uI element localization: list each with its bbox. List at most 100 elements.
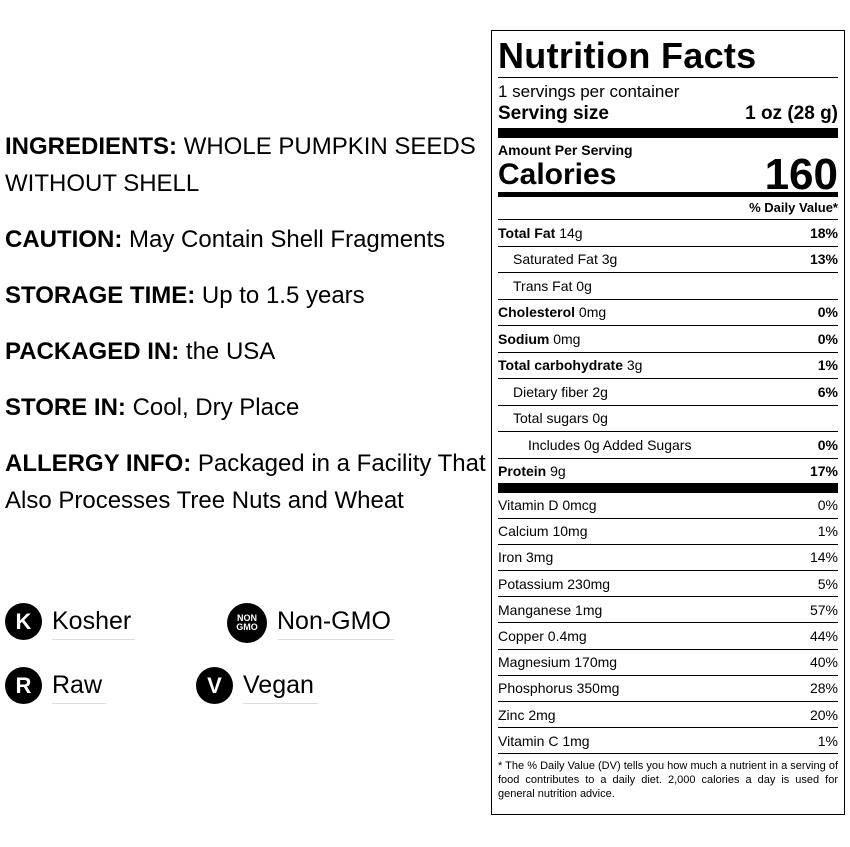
calories: Calories 160 <box>498 150 838 199</box>
info-label: INGREDIENTS: <box>5 133 178 160</box>
nutrient-name: Dietary fiber <box>513 383 589 400</box>
nutrient-row: Total carbohydrate 3g 1% <box>498 353 838 379</box>
nutrient-amount: 0mg <box>553 330 581 347</box>
vitamin-dv: 20% <box>809 706 838 723</box>
badge-label: Vegan <box>243 667 318 704</box>
vitamin-name: Magnesium 170mg <box>498 654 618 671</box>
info-label: CAUTION: <box>5 226 123 253</box>
nutrient-amount: 3g <box>626 357 643 374</box>
badge-icon: R <box>5 667 42 704</box>
nutrient-amount: 0mg <box>578 304 607 321</box>
badge-row: K Kosher NON GMO Non-GMO <box>5 603 441 667</box>
badge-icon: K <box>5 603 42 640</box>
nutrient-dv: 0% <box>817 436 838 453</box>
nutrient: Dietary fiber 2g <box>498 384 608 400</box>
vitamin-name: Potassium 230mg <box>498 575 611 592</box>
info-block: INGREDIENTS: WHOLE PUMPKIN SEEDS WITHOUT… <box>5 128 490 202</box>
nutrient-dv: 1% <box>817 357 838 374</box>
nutrient-name: Total Fat <box>498 224 556 241</box>
info-block: ALLERGY INFO: Packaged in a Facility Tha… <box>5 445 490 519</box>
badge-icon: NON GMO <box>227 603 267 643</box>
badge: R Raw <box>5 667 150 731</box>
vitamin-row: Iron 3mg 14% <box>498 545 838 572</box>
vitamin-row: Phosphorus 350mg 28% <box>498 676 838 702</box>
vitamin-dv: 0% <box>817 497 838 514</box>
calories-value: 160 <box>764 150 838 199</box>
vitamin-name: Vitamin D 0mcg <box>498 497 597 514</box>
nutrient-dv: 6% <box>817 383 838 400</box>
nutrient-dv: 0% <box>817 304 838 321</box>
serving-size-label: Serving size <box>498 103 609 124</box>
nutrient-amount: 14g <box>559 224 583 241</box>
nutrient-row: Saturated Fat 3g 13% <box>498 247 838 273</box>
servings: 1 servings per container <box>498 82 680 101</box>
nutrient-name: Total carbohydrate <box>498 357 623 374</box>
nutrient-name: Total sugars <box>513 410 589 427</box>
info-label: STORE IN: <box>5 394 126 421</box>
vitamin-row: Potassium 230mg 5% <box>498 571 838 598</box>
info-block: PACKAGED IN: the USA <box>5 333 490 370</box>
vitamin-dv: 14% <box>809 549 838 566</box>
nutrient-amount: 3g <box>601 251 618 268</box>
nutrient: Total carbohydrate 3g <box>498 357 642 373</box>
info-label: ALLERGY INFO: <box>5 450 192 477</box>
info-block: STORAGE TIME: Up to 1.5 years <box>5 277 490 314</box>
info-text: Cool, Dry Place <box>132 394 300 421</box>
vitamin-row: Copper 0.4mg 44% <box>498 623 838 650</box>
nutrient-name: Sodium <box>498 330 550 347</box>
vitamin-row: Manganese 1mg 57% <box>498 597 838 624</box>
nutrient-row: Cholesterol 0mg 0% <box>498 300 838 326</box>
vitamin-dv: 44% <box>809 628 838 645</box>
vitamin-name: Manganese 1mg <box>498 601 603 618</box>
badge-icon: V <box>196 667 233 704</box>
badge-label: Kosher <box>52 603 136 640</box>
badge: V Vegan <box>196 667 318 731</box>
info-text: the USA <box>185 338 276 365</box>
info-text: Up to 1.5 years <box>201 282 365 309</box>
nutrient-row: Sodium 0mg 0% <box>498 326 838 353</box>
badges: K Kosher NON GMO Non-GMO R Raw V Vegan <box>5 603 441 731</box>
vitamin-dv: 40% <box>809 654 838 671</box>
nutrient-dv: 13% <box>809 251 838 268</box>
nutrient-dv: 17% <box>809 462 838 479</box>
vitamin-row: Calcium 10mg 1% <box>498 519 838 545</box>
vitamin-name: Vitamin C 1mg <box>498 732 590 749</box>
vitamin-name: Calcium 10mg <box>498 523 588 540</box>
serving-size-value: 1 oz (28 g) <box>745 103 838 124</box>
nutrient-name: Saturated Fat <box>513 251 598 268</box>
badge-row: R Raw V Vegan <box>5 667 441 731</box>
info-label: PACKAGED IN: <box>5 338 180 365</box>
vitamin-row: Zinc 2mg 20% <box>498 702 838 729</box>
nutrient-row: Trans Fat 0g <box>498 273 838 300</box>
vitamin-dv: 57% <box>809 601 838 618</box>
nf-title: Nutrition Facts <box>498 35 838 78</box>
nutrient-name: Protein <box>498 462 547 479</box>
dv-header: % Daily Value* <box>498 197 838 220</box>
nutrients: Total Fat 14g 18% Saturated Fat 3g 13% Trans… <box>498 220 838 493</box>
badge-label: Raw <box>52 667 107 704</box>
nutrient-row: Protein 9g 17% <box>498 459 838 493</box>
info-text: WHOLE PUMPKIN SEEDS WITHOUT SHELL <box>5 133 476 197</box>
info-block: STORE IN: Cool, Dry Place <box>5 389 490 426</box>
nutrition-label: Nutrition Facts 1 servings per container… <box>491 30 845 815</box>
nutrient: Protein 9g <box>498 463 566 479</box>
badge: K Kosher <box>5 603 181 667</box>
nutrient-name: Includes 0g Added Sugars <box>528 436 692 453</box>
info-text: May Contain Shell Fragments <box>129 226 446 253</box>
vitamin-row: Vitamin D 0mcg 0% <box>498 493 838 519</box>
info-block: CAUTION: May Contain Shell Fragments <box>5 221 490 258</box>
nutrient: Total Fat 14g <box>498 225 583 241</box>
info-text: Packaged in a Facility That Also Process… <box>5 450 486 514</box>
vitamin-dv: 5% <box>817 575 838 592</box>
calories-label: Calories <box>498 158 617 191</box>
vitamin-name: Iron 3mg <box>498 549 554 566</box>
vitamin-name: Zinc 2mg <box>498 706 556 723</box>
serving-size: Serving size 1 oz (28 g) <box>498 103 838 138</box>
info-label: STORAGE TIME: <box>5 282 196 309</box>
amount-per-serving: Amount Per Serving <box>498 142 633 158</box>
vitamins: Vitamin D 0mcg 0% Calcium 10mg 1% Iron 3mg 14… <box>498 493 838 755</box>
vitamin-row: Vitamin C 1mg 1% <box>498 728 838 755</box>
nutrient-dv: 0% <box>817 330 838 347</box>
nutrient: Total sugars 0g <box>498 410 608 426</box>
